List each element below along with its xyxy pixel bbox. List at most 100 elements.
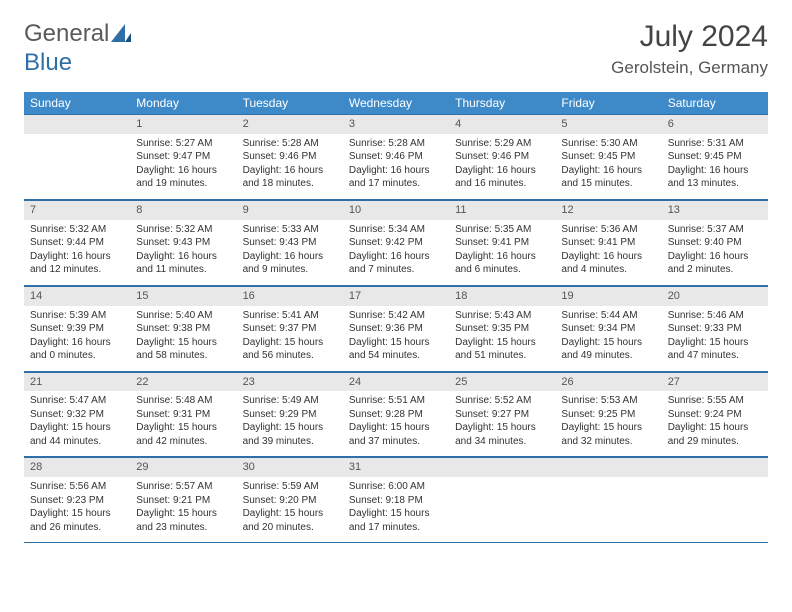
daylight-text: Daylight: 15 hours and 32 minutes. [561,421,655,448]
daylight-text: Daylight: 15 hours and 39 minutes. [243,421,337,448]
daylight-text: Daylight: 15 hours and 58 minutes. [136,336,230,363]
calendar-day: 1Sunrise: 5:27 AMSunset: 9:47 PMDaylight… [130,114,236,199]
calendar-day: 22Sunrise: 5:48 AMSunset: 9:31 PMDayligh… [130,371,236,457]
calendar-day: 6Sunrise: 5:31 AMSunset: 9:45 PMDaylight… [662,114,768,199]
calendar-week: 7Sunrise: 5:32 AMSunset: 9:44 PMDaylight… [24,199,768,285]
day-number: 26 [555,372,661,392]
sunrise-text: Sunrise: 5:35 AM [455,223,549,237]
day-body: Sunrise: 5:56 AMSunset: 9:23 PMDaylight:… [24,477,130,542]
daylight-text: Daylight: 15 hours and 23 minutes. [136,507,230,534]
day-body: Sunrise: 5:34 AMSunset: 9:42 PMDaylight:… [343,220,449,285]
day-body: Sunrise: 5:55 AMSunset: 9:24 PMDaylight:… [662,391,768,456]
day-number: 31 [343,457,449,477]
day-body [555,477,661,535]
title-block: July 2024 Gerolstein, Germany [611,20,768,78]
daylight-text: Daylight: 15 hours and 49 minutes. [561,336,655,363]
sunrise-text: Sunrise: 5:46 AM [668,309,762,323]
calendar-day: 14Sunrise: 5:39 AMSunset: 9:39 PMDayligh… [24,285,130,371]
sunrise-text: Sunrise: 5:56 AM [30,480,124,494]
sunrise-text: Sunrise: 6:00 AM [349,480,443,494]
day-body: Sunrise: 5:42 AMSunset: 9:36 PMDaylight:… [343,306,449,371]
calendar-day: 16Sunrise: 5:41 AMSunset: 9:37 PMDayligh… [237,285,343,371]
day-number: 17 [343,286,449,306]
daylight-text: Daylight: 15 hours and 20 minutes. [243,507,337,534]
calendar-day: 31Sunrise: 6:00 AMSunset: 9:18 PMDayligh… [343,457,449,543]
sunset-text: Sunset: 9:23 PM [30,494,124,508]
day-body: Sunrise: 5:36 AMSunset: 9:41 PMDaylight:… [555,220,661,285]
day-body: Sunrise: 5:37 AMSunset: 9:40 PMDaylight:… [662,220,768,285]
daylight-text: Daylight: 16 hours and 11 minutes. [136,250,230,277]
sunset-text: Sunset: 9:41 PM [561,236,655,250]
weekday-header: Tuesday [237,92,343,114]
weekday-header: Monday [130,92,236,114]
day-body: Sunrise: 6:00 AMSunset: 9:18 PMDaylight:… [343,477,449,542]
calendar-day: 27Sunrise: 5:55 AMSunset: 9:24 PMDayligh… [662,371,768,457]
sunset-text: Sunset: 9:45 PM [561,150,655,164]
calendar-day: 13Sunrise: 5:37 AMSunset: 9:40 PMDayligh… [662,199,768,285]
calendar-week: 14Sunrise: 5:39 AMSunset: 9:39 PMDayligh… [24,285,768,371]
daylight-text: Daylight: 16 hours and 17 minutes. [349,164,443,191]
calendar-day: 9Sunrise: 5:33 AMSunset: 9:43 PMDaylight… [237,199,343,285]
day-body [662,477,768,535]
day-body: Sunrise: 5:57 AMSunset: 9:21 PMDaylight:… [130,477,236,542]
daylight-text: Daylight: 16 hours and 0 minutes. [30,336,124,363]
calendar-day-empty [555,457,661,543]
day-number: 24 [343,372,449,392]
daylight-text: Daylight: 15 hours and 44 minutes. [30,421,124,448]
day-number: 3 [343,114,449,134]
day-number: 20 [662,286,768,306]
sunset-text: Sunset: 9:46 PM [455,150,549,164]
day-body [24,134,130,192]
sunrise-text: Sunrise: 5:34 AM [349,223,443,237]
calendar-day: 18Sunrise: 5:43 AMSunset: 9:35 PMDayligh… [449,285,555,371]
daylight-text: Daylight: 16 hours and 2 minutes. [668,250,762,277]
day-body: Sunrise: 5:47 AMSunset: 9:32 PMDaylight:… [24,391,130,456]
daylight-text: Daylight: 16 hours and 16 minutes. [455,164,549,191]
calendar-day: 12Sunrise: 5:36 AMSunset: 9:41 PMDayligh… [555,199,661,285]
calendar-day: 28Sunrise: 5:56 AMSunset: 9:23 PMDayligh… [24,457,130,543]
sunrise-text: Sunrise: 5:44 AM [561,309,655,323]
daylight-text: Daylight: 16 hours and 6 minutes. [455,250,549,277]
sunset-text: Sunset: 9:28 PM [349,408,443,422]
day-number: 15 [130,286,236,306]
day-body: Sunrise: 5:43 AMSunset: 9:35 PMDaylight:… [449,306,555,371]
brand-word2: Blue [24,49,72,76]
day-number: 8 [130,200,236,220]
calendar-day-empty [662,457,768,543]
sunrise-text: Sunrise: 5:41 AM [243,309,337,323]
sunset-text: Sunset: 9:20 PM [243,494,337,508]
day-number: 11 [449,200,555,220]
calendar-day: 2Sunrise: 5:28 AMSunset: 9:46 PMDaylight… [237,114,343,199]
daylight-text: Daylight: 15 hours and 37 minutes. [349,421,443,448]
day-number [449,457,555,477]
sunrise-text: Sunrise: 5:49 AM [243,394,337,408]
daylight-text: Daylight: 15 hours and 47 minutes. [668,336,762,363]
daylight-text: Daylight: 16 hours and 15 minutes. [561,164,655,191]
daylight-text: Daylight: 15 hours and 51 minutes. [455,336,549,363]
sunset-text: Sunset: 9:25 PM [561,408,655,422]
calendar-week: 21Sunrise: 5:47 AMSunset: 9:32 PMDayligh… [24,371,768,457]
sunset-text: Sunset: 9:34 PM [561,322,655,336]
sunrise-text: Sunrise: 5:51 AM [349,394,443,408]
day-number: 25 [449,372,555,392]
sunset-text: Sunset: 9:36 PM [349,322,443,336]
day-number: 10 [343,200,449,220]
day-body: Sunrise: 5:48 AMSunset: 9:31 PMDaylight:… [130,391,236,456]
day-number: 14 [24,286,130,306]
calendar-day: 5Sunrise: 5:30 AMSunset: 9:45 PMDaylight… [555,114,661,199]
day-number: 19 [555,286,661,306]
daylight-text: Daylight: 15 hours and 29 minutes. [668,421,762,448]
sunrise-text: Sunrise: 5:33 AM [243,223,337,237]
sunrise-text: Sunrise: 5:36 AM [561,223,655,237]
sunrise-text: Sunrise: 5:39 AM [30,309,124,323]
sunrise-text: Sunrise: 5:31 AM [668,137,762,151]
weekday-header: Friday [555,92,661,114]
calendar-day: 24 Sunrise: 5:51 AMSunset: 9:28 PMDayligh… [343,371,449,457]
sunset-text: Sunset: 9:18 PM [349,494,443,508]
calendar-day: 11Sunrise: 5:35 AMSunset: 9:41 PMDayligh… [449,199,555,285]
daylight-text: Daylight: 16 hours and 7 minutes. [349,250,443,277]
brand-text: General Blue [24,20,131,77]
sunset-text: Sunset: 9:47 PM [136,150,230,164]
weekday-header: Sunday [24,92,130,114]
day-body: Sunrise: 5:33 AMSunset: 9:43 PMDaylight:… [237,220,343,285]
